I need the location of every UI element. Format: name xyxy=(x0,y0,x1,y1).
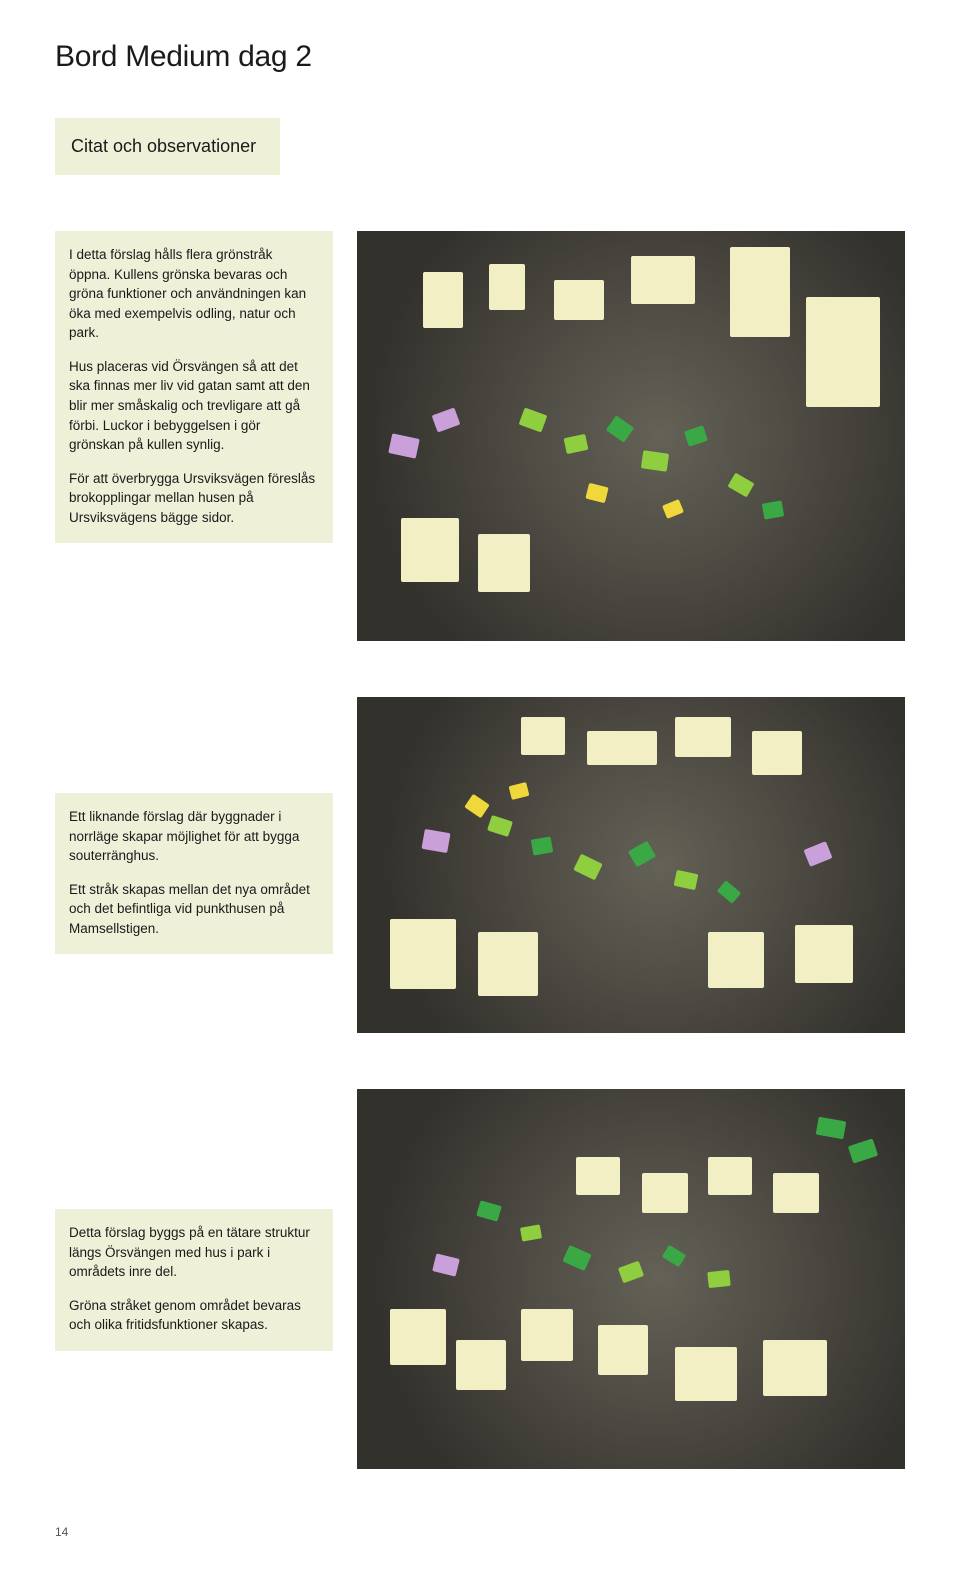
page-number: 14 xyxy=(55,1525,905,1539)
row-2: Ett liknande förslag där byggnader i nor… xyxy=(55,697,905,1033)
text-box-1: I detta förslag hålls flera grönstråk öp… xyxy=(55,231,333,543)
text-box-3: Detta förslag byggs på en tätare struktu… xyxy=(55,1209,333,1351)
paragraph: För att överbrygga Ursviksvägen föreslås… xyxy=(69,469,317,528)
paragraph: Detta förslag byggs på en tätare struktu… xyxy=(69,1223,317,1282)
model-photo-1 xyxy=(357,231,905,641)
page-title: Bord Medium dag 2 xyxy=(55,40,905,74)
paragraph: Ett stråk skapas mellan det nya området … xyxy=(69,880,317,939)
row-1: I detta förslag hålls flera grönstråk öp… xyxy=(55,231,905,641)
paragraph: Hus placeras vid Örsvängen så att det sk… xyxy=(69,357,317,455)
image-col-3 xyxy=(357,1089,905,1469)
text-col-1: I detta förslag hålls flera grönstråk öp… xyxy=(55,231,333,543)
paragraph: Gröna stråket genom området bevaras och … xyxy=(69,1296,317,1335)
paragraph: I detta förslag hålls flera grönstråk öp… xyxy=(69,245,317,343)
text-col-2: Ett liknande förslag där byggnader i nor… xyxy=(55,697,333,954)
image-col-2 xyxy=(357,697,905,1033)
row-3: Detta förslag byggs på en tätare struktu… xyxy=(55,1089,905,1469)
text-box-2: Ett liknande förslag där byggnader i nor… xyxy=(55,793,333,954)
image-col-1 xyxy=(357,231,905,641)
model-photo-2 xyxy=(357,697,905,1033)
model-photo-3 xyxy=(357,1089,905,1469)
paragraph: Ett liknande förslag där byggnader i nor… xyxy=(69,807,317,866)
subtitle-box: Citat och observationer xyxy=(55,118,280,175)
text-col-3: Detta förslag byggs på en tätare struktu… xyxy=(55,1089,333,1351)
